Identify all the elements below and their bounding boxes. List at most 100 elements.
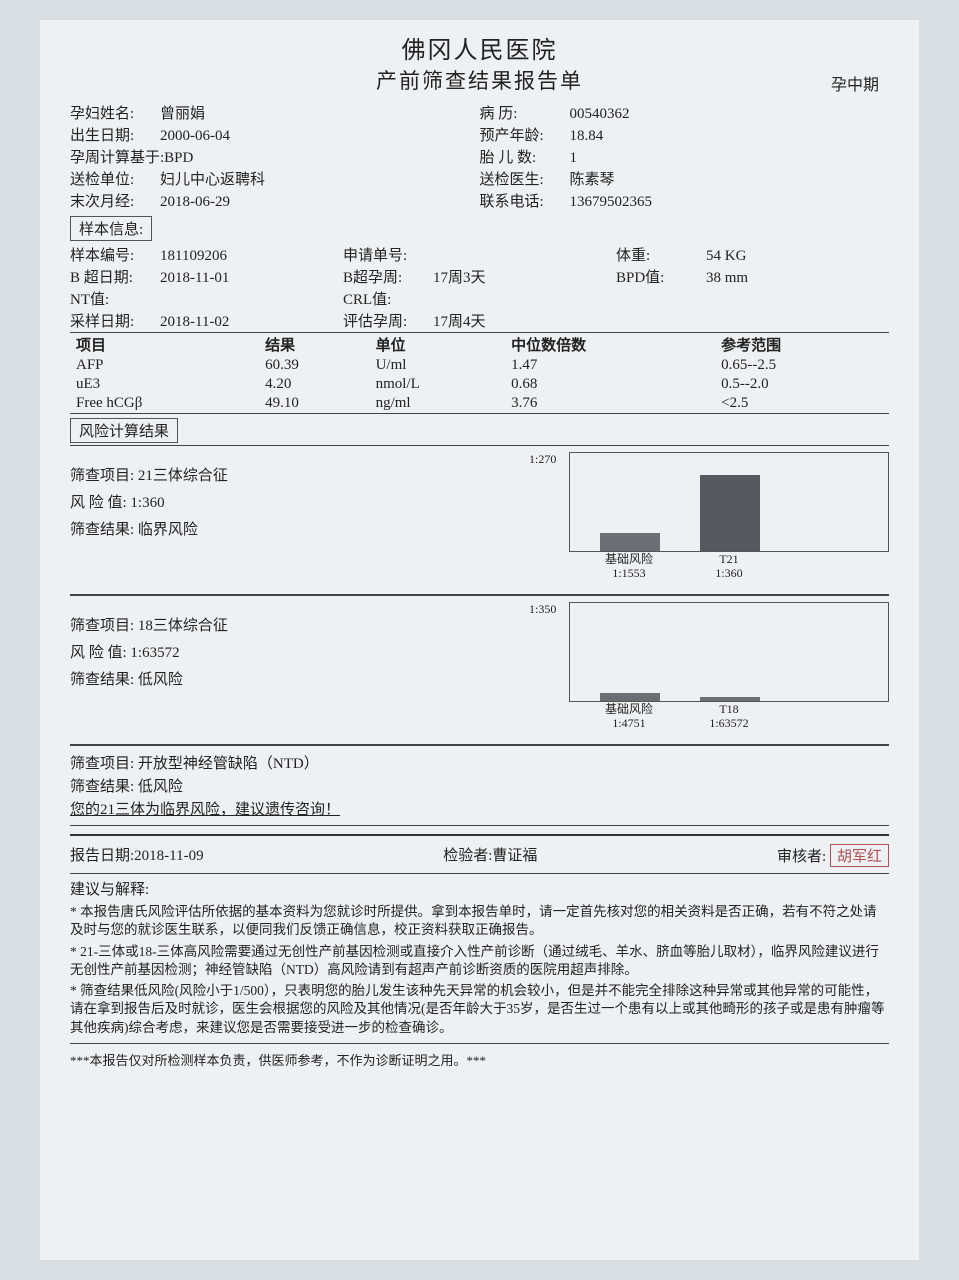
patient-info: 孕妇姓名:曾丽娟出生日期:2000-06-04孕周计算基于:BPD送检单位:妇儿… bbox=[70, 101, 889, 212]
field-value: 陈素琴 bbox=[570, 172, 615, 188]
table-header: 结果 bbox=[259, 333, 369, 357]
ntd-item-label: 筛查项目: bbox=[70, 756, 134, 772]
reviewer-label: 审核者: bbox=[777, 849, 826, 865]
field-label: 体重: bbox=[616, 244, 706, 265]
table-row: uE34.20nmol/L0.680.5--2.0 bbox=[70, 375, 889, 394]
field-value: BPD bbox=[164, 150, 193, 166]
field-label: 评估孕周: bbox=[343, 310, 433, 331]
pregnancy-phase: 孕中期 bbox=[831, 71, 879, 95]
field-row: 预产年龄:18.84 bbox=[480, 124, 890, 145]
field-row: BPD值:38 mm bbox=[616, 266, 889, 287]
report-date-label: 报告日期: bbox=[70, 848, 134, 864]
field-value: 54 KG bbox=[706, 248, 746, 264]
chart-bar bbox=[700, 475, 760, 551]
field-value: 2018-06-29 bbox=[160, 194, 230, 210]
risk-field-value: 1:63572 bbox=[127, 645, 180, 661]
table-cell: ng/ml bbox=[370, 394, 506, 414]
risk-field-label: 筛查项目: bbox=[70, 618, 134, 634]
report-page: 佛冈人民医院 产前筛查结果报告单 孕中期 孕妇姓名:曾丽娟出生日期:2000-0… bbox=[40, 20, 919, 1260]
table-cell: nmol/L bbox=[370, 375, 506, 394]
risk-field-label: 筛查结果: bbox=[70, 522, 134, 538]
field-row: 申请单号: bbox=[343, 244, 616, 265]
field-row: 评估孕周:17周4天 bbox=[343, 310, 616, 331]
table-cell: 0.65--2.5 bbox=[715, 356, 889, 375]
table-header: 参考范围 bbox=[715, 333, 889, 357]
field-row: NT值: bbox=[70, 288, 343, 309]
field-label: 孕妇姓名: bbox=[70, 102, 160, 123]
field-label: 末次月经: bbox=[70, 190, 160, 211]
ntd-result: 低风险 bbox=[138, 779, 183, 795]
table-cell: 0.68 bbox=[505, 375, 715, 394]
table-cell: 49.10 bbox=[259, 394, 369, 414]
field-value: 18.84 bbox=[570, 128, 604, 144]
table-row: AFP60.39U/ml1.470.65--2.5 bbox=[70, 356, 889, 375]
field-label: 病 历: bbox=[480, 102, 570, 123]
field-row: B 超日期:2018-11-01 bbox=[70, 266, 343, 287]
sample-info: 样本编号:181109206 B 超日期:2018-11-01NT值:采样日期:2… bbox=[70, 243, 889, 332]
field-row: 联系电话:13679502365 bbox=[480, 190, 890, 211]
ntd-result-label: 筛查结果: bbox=[70, 779, 134, 795]
field-value: 2018-11-01 bbox=[160, 270, 229, 286]
field-value: 1 bbox=[570, 150, 578, 166]
field-row: 采样日期:2018-11-02 bbox=[70, 310, 343, 331]
risk-field-value: 18三体综合征 bbox=[134, 618, 228, 634]
field-row: B超孕周:17周3天 bbox=[343, 266, 616, 287]
sample-section-label: 样本信息: bbox=[70, 216, 152, 241]
chart-bar bbox=[600, 533, 660, 551]
table-cell: 3.76 bbox=[505, 394, 715, 414]
field-label: 样本编号: bbox=[70, 244, 160, 265]
field-value: 13679502365 bbox=[570, 194, 653, 210]
chart-axis-label: 1:270 bbox=[529, 452, 556, 467]
chart-bar-label: T211:360 bbox=[699, 552, 759, 581]
chart-bar bbox=[700, 697, 760, 701]
field-label: B超孕周: bbox=[343, 266, 433, 287]
table-cell: 60.39 bbox=[259, 356, 369, 375]
field-label: 出生日期: bbox=[70, 124, 160, 145]
advice-title: 建议与解释: bbox=[70, 880, 889, 900]
ntd-block: 筛查项目: 开放型神经管缺陷（NTD） 筛查结果: 低风险 您的21三体为临界风… bbox=[70, 745, 889, 826]
field-label: 预产年龄: bbox=[480, 124, 570, 145]
field-label: CRL值: bbox=[343, 288, 433, 309]
field-value: 181109206 bbox=[160, 248, 227, 264]
field-row: 孕妇姓名:曾丽娟 bbox=[70, 102, 480, 123]
table-cell: 0.5--2.0 bbox=[715, 375, 889, 394]
risk-field-value: 1:360 bbox=[127, 495, 165, 511]
field-label: 孕周计算基于: bbox=[70, 146, 164, 167]
reviewer-stamp: 胡军红 bbox=[830, 844, 889, 867]
field-label: 胎 儿 数: bbox=[480, 146, 570, 167]
results-table: 项目结果单位中位数倍数参考范围 AFP60.39U/ml1.470.65--2.… bbox=[70, 332, 889, 414]
field-row: 病 历:00540362 bbox=[480, 102, 890, 123]
tester-name: 曹证福 bbox=[492, 848, 537, 864]
field-value: 妇儿中心返聘科 bbox=[160, 172, 265, 188]
field-row: 送检单位:妇儿中心返聘科 bbox=[70, 168, 480, 189]
risk-field-value: 21三体综合征 bbox=[134, 468, 228, 484]
chart-bar-label: T181:63572 bbox=[699, 702, 759, 731]
field-label: 联系电话: bbox=[480, 190, 570, 211]
table-cell: uE3 bbox=[70, 375, 259, 394]
table-cell: U/ml bbox=[370, 356, 506, 375]
field-value: 2000-06-04 bbox=[160, 128, 230, 144]
field-value: 2018-11-02 bbox=[160, 314, 229, 330]
field-value: 曾丽娟 bbox=[160, 106, 205, 122]
report-footer: 报告日期:2018-11-09 检验者:曹证福 审核者: 胡军红 bbox=[70, 844, 889, 867]
table-header: 项目 bbox=[70, 333, 259, 357]
table-cell: AFP bbox=[70, 356, 259, 375]
table-header: 单位 bbox=[370, 333, 506, 357]
table-cell: <2.5 bbox=[715, 394, 889, 414]
chart-axis-label: 1:350 bbox=[529, 602, 556, 617]
field-label: BPD值: bbox=[616, 266, 706, 287]
risk-block: 筛查项目: 18三体综合征风 险 值: 1:63572筛查结果: 低风险1:35… bbox=[70, 595, 889, 745]
advice-paragraph: * 本报告唐氏风险评估所依据的基本资料为您就诊时所提供。拿到本报告单时，请一定首… bbox=[70, 903, 889, 939]
advice-block: 建议与解释: * 本报告唐氏风险评估所依据的基本资料为您就诊时所提供。拿到本报告… bbox=[70, 880, 889, 1037]
disclaimer: ***本报告仅对所检测样本负责，供医师参考，不作为诊断证明之用。*** bbox=[70, 1050, 889, 1069]
field-row: 胎 儿 数:1 bbox=[480, 146, 890, 167]
field-row: 出生日期:2000-06-04 bbox=[70, 124, 480, 145]
chart-bar-label: 基础风险1:1553 bbox=[599, 552, 659, 581]
table-cell: 1.47 bbox=[505, 356, 715, 375]
risk-field-value: 低风险 bbox=[134, 672, 183, 688]
advice-paragraph: * 筛查结果低风险(风险小于1/500），只表明您的胎儿发生该种先天异常的机会较… bbox=[70, 982, 889, 1037]
field-value: 00540362 bbox=[570, 106, 630, 122]
field-row: CRL值: bbox=[343, 288, 616, 309]
hospital-name: 佛冈人民医院 bbox=[70, 30, 889, 65]
risk-field-label: 筛查项目: bbox=[70, 468, 134, 484]
